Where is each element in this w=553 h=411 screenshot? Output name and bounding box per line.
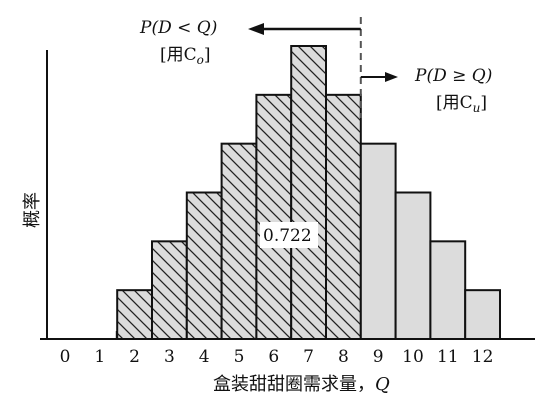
x-tick-label: 5 (234, 347, 245, 367)
x-tick-label: 11 (437, 347, 459, 367)
bar-11 (429, 240, 467, 340)
bars-group (115, 45, 502, 341)
x-tick-label: 9 (373, 347, 384, 367)
right-arrow-head (385, 72, 398, 82)
bar-10 (394, 191, 432, 340)
bar-12 (464, 289, 502, 340)
bar-6 (255, 93, 293, 341)
bar-3 (151, 240, 188, 340)
x-tick-label: 1 (94, 347, 105, 367)
bar-8 (325, 93, 362, 341)
x-tick-label: 2 (129, 347, 140, 367)
x-tick-label: 7 (303, 347, 314, 367)
bar-4 (185, 191, 223, 340)
bar-9 (359, 142, 397, 340)
x-tick-label: 3 (164, 347, 175, 367)
x-tick-labels: 0 1 2 3 4 5 6 7 8 9 10 11 12 (60, 347, 494, 367)
x-tick-label: 8 (338, 347, 349, 367)
y-axis-title: 概率 (22, 192, 43, 228)
annotation-left-sub: [用Co] (160, 45, 211, 67)
left-arrow-head (248, 23, 264, 35)
bar-5 (220, 142, 258, 340)
bar-7 (290, 45, 328, 340)
x-axis-title: 盒装甜甜圈需求量，Q (213, 374, 390, 395)
annotation-left-formula: P(D < Q) (139, 18, 217, 38)
center-label-box (260, 222, 318, 248)
x-tick-label: 12 (472, 347, 494, 367)
x-tick-label: 10 (402, 347, 424, 367)
x-tick-label: 0 (60, 347, 71, 367)
annotation-right-formula: P(D ≥ Q) (414, 66, 492, 86)
bar-2 (116, 289, 153, 340)
x-tick-label: 4 (199, 347, 210, 367)
x-tick-label: 6 (268, 347, 279, 367)
annotation-right-sub: [用Cu] (436, 93, 487, 115)
center-value-label: 0.722 (263, 226, 312, 246)
